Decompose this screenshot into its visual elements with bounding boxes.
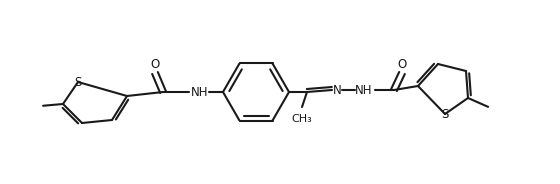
Text: NH: NH <box>192 86 209 98</box>
Text: NH: NH <box>355 84 373 96</box>
Text: N: N <box>333 84 342 96</box>
Text: CH₃: CH₃ <box>292 114 312 124</box>
Text: O: O <box>398 59 407 72</box>
Text: O: O <box>151 59 160 72</box>
Text: S: S <box>441 107 449 121</box>
Text: S: S <box>74 75 82 89</box>
